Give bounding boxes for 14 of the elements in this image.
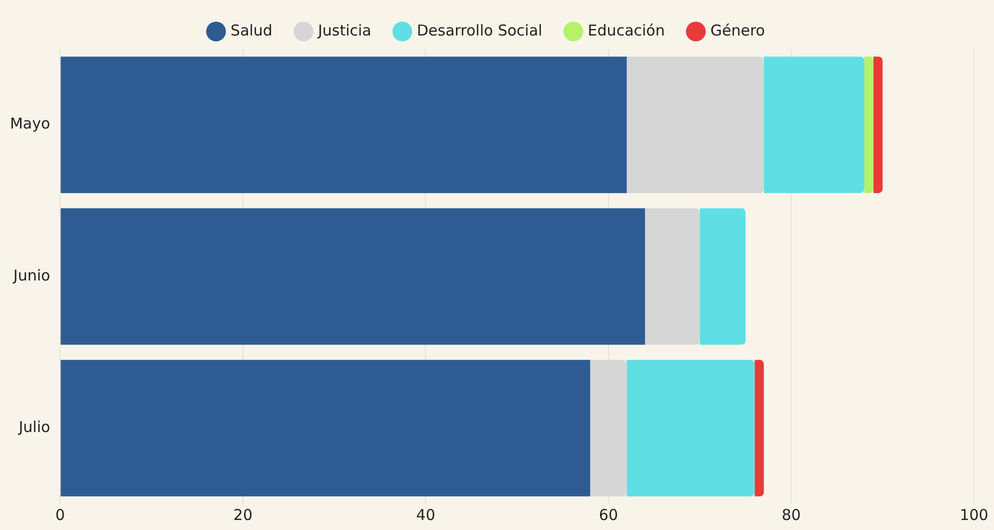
- x-tick-label: 80: [782, 506, 801, 524]
- legend-label: Educación: [588, 21, 665, 40]
- x-tick-label: 100: [960, 506, 988, 524]
- legend-label: Justicia: [316, 21, 372, 40]
- legend-label: Género: [710, 21, 765, 40]
- legend-label: Desarrollo Social: [416, 21, 542, 40]
- y-tick-label: Julio: [18, 418, 50, 436]
- y-tick-label: Mayo: [10, 114, 50, 133]
- y-tick-label: Junio: [12, 266, 50, 284]
- x-tick-label: 0: [55, 506, 65, 524]
- x-tick-label: 60: [598, 506, 618, 524]
- x-tick-label: 40: [416, 506, 436, 524]
- legend-label: Salud: [230, 21, 272, 40]
- x-tick-label: 20: [233, 506, 252, 524]
